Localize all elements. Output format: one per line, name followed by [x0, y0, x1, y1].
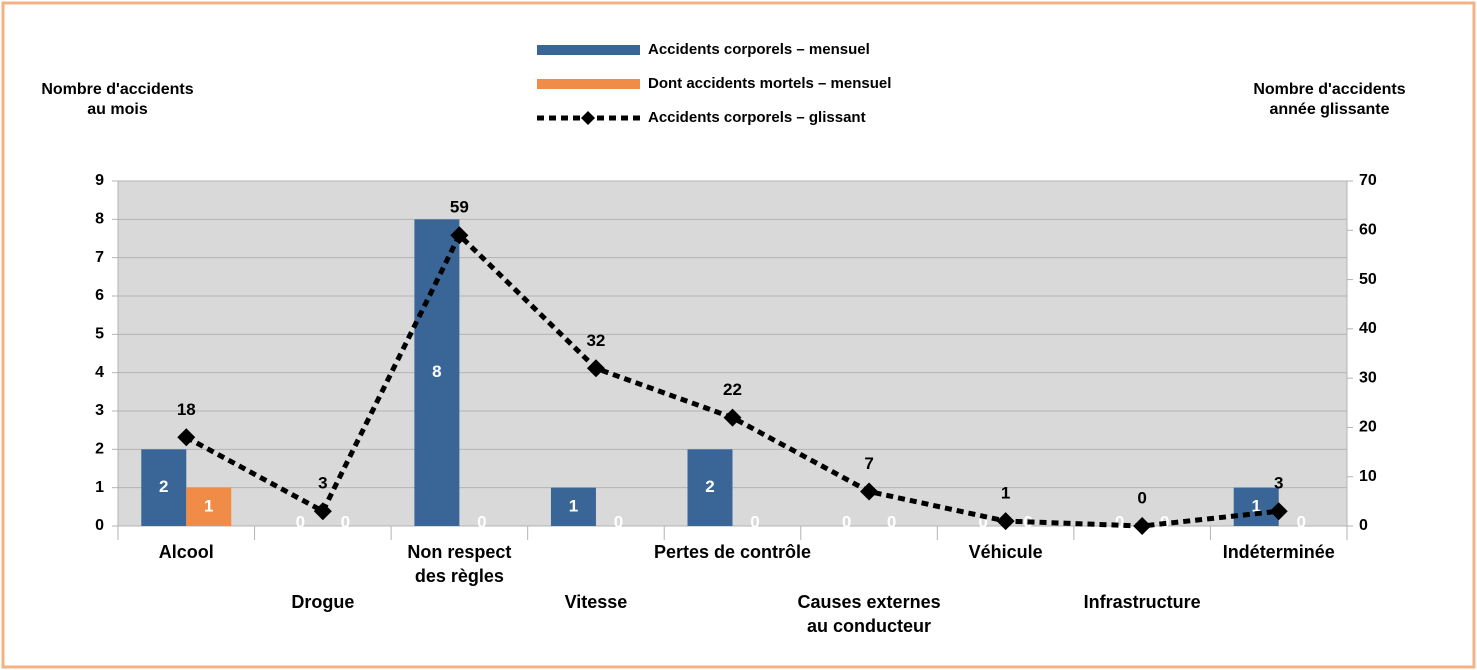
y-tick-label: 2 — [95, 441, 104, 458]
line-marker — [586, 359, 605, 378]
y-tick-label: 9 — [95, 172, 104, 189]
bar — [186, 487, 232, 526]
x-tick-label: Infrastructure — [1083, 592, 1201, 612]
bar-value-label: 2 — [705, 477, 714, 496]
legend-label: Accidents corporels – mensuel — [648, 41, 870, 58]
line-marker — [450, 226, 469, 245]
bar-value-label: 0 — [978, 512, 987, 531]
x-tick-label: Pertes de contrôle — [653, 542, 812, 562]
legend-label: Accidents corporels – glissant — [648, 109, 866, 126]
y2-tick-label: 50 — [1359, 271, 1377, 288]
bar — [1233, 487, 1279, 526]
bar-value-label: 0 — [887, 512, 896, 531]
y-tick-label: 6 — [95, 287, 104, 304]
y-tick-label: 1 — [95, 479, 104, 496]
line-marker — [860, 482, 879, 501]
bar-value-label: 0 — [750, 512, 759, 531]
line — [185, 231, 1279, 529]
bar-value-label: 1 — [569, 496, 578, 515]
y-tick-label: 3 — [95, 402, 104, 419]
y-axis-title: Nombre d'accidents au mois — [41, 81, 194, 118]
bar-value-label: 0 — [842, 512, 851, 531]
bar-value-label: 8 — [432, 362, 441, 381]
bar-value-label: 0 — [477, 512, 486, 531]
line-marker — [1269, 502, 1288, 521]
line-value-label: 18 — [177, 400, 196, 419]
bar-value-label: 0 — [1115, 512, 1124, 531]
y2-tick-label: 30 — [1359, 369, 1377, 386]
x-tick-label: Alcool — [158, 542, 214, 562]
legend-swatch — [537, 79, 640, 89]
line-value-label: 22 — [723, 380, 742, 399]
y-tick-label: 4 — [95, 364, 104, 381]
bar — [414, 219, 460, 527]
x-tick-label: Véhicule — [968, 542, 1043, 562]
y-tick-label: 5 — [95, 326, 104, 343]
line-marker — [996, 512, 1015, 531]
line-value-label: 3 — [1274, 474, 1283, 493]
bar-value-label: 1 — [1251, 496, 1260, 515]
line-value-label: 0 — [1137, 488, 1146, 507]
line-marker — [177, 428, 196, 447]
legend-label: Dont accidents mortels – mensuel — [648, 75, 891, 92]
bar-value-label: 0 — [614, 512, 623, 531]
y2-tick-label: 0 — [1359, 517, 1368, 534]
x-tick-label: Drogue — [291, 592, 355, 612]
bar — [687, 449, 733, 526]
bar-value-label: 2 — [159, 477, 168, 496]
x-tick-label: Causes externes au conducteur — [797, 592, 941, 636]
x-tick-label: Non respect des règles — [407, 542, 512, 586]
line-value-label: 32 — [586, 331, 605, 350]
y2-tick-label: 60 — [1359, 222, 1377, 239]
bar-value-label: 1 — [204, 496, 213, 515]
line-value-label: 7 — [864, 454, 873, 473]
y2-tick-label: 20 — [1359, 419, 1377, 436]
x-tick-label: Indéterminée — [1222, 542, 1335, 562]
bar-value-label: 0 — [1296, 512, 1305, 531]
line-value-label: 1 — [1001, 484, 1010, 503]
x-tick-label: Vitesse — [564, 592, 628, 612]
bar-value-label: 0 — [341, 512, 350, 531]
line-value-label: 3 — [318, 474, 327, 493]
bar — [550, 487, 596, 526]
y2-axis-title: Nombre d'accidents année glissante — [1253, 81, 1406, 118]
y2-tick-label: 40 — [1359, 320, 1377, 337]
bar — [141, 449, 187, 526]
y-tick-label: 0 — [95, 517, 104, 534]
legend-marker — [581, 111, 595, 125]
y2-tick-label: 10 — [1359, 468, 1377, 485]
line-marker — [1133, 517, 1152, 535]
y-tick-label: 8 — [95, 211, 104, 228]
y-tick-label: 7 — [95, 249, 104, 266]
legend-swatch — [537, 45, 640, 55]
line-marker — [313, 502, 332, 521]
line-marker — [723, 408, 742, 427]
y2-tick-label: 70 — [1359, 172, 1377, 189]
line-value-label: 59 — [450, 198, 469, 217]
bar-value-label: 0 — [296, 512, 305, 531]
